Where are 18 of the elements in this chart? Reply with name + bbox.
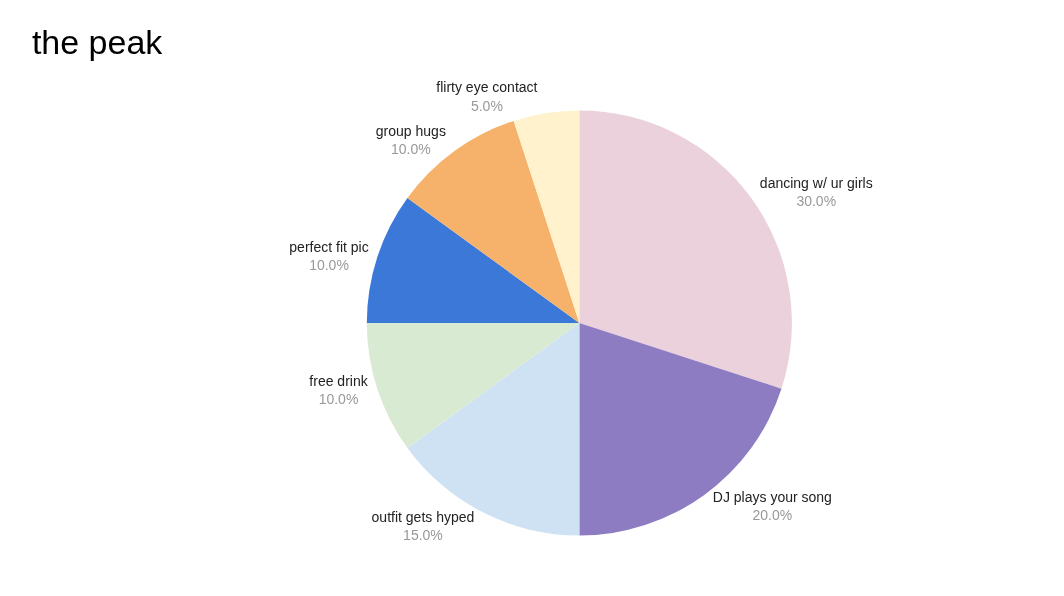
slice-label: free drink (309, 373, 369, 390)
slice-label: dancing w/ ur girls (759, 175, 873, 192)
slice-label: outfit gets hyped (371, 508, 475, 525)
data-label: 10.0% (309, 256, 349, 273)
data-label: 30.0% (796, 193, 837, 210)
data-label: 10.0% (391, 140, 431, 157)
chart-title: the peak (31, 22, 164, 61)
slice-label: flirty eye contact (436, 79, 538, 96)
pie-slice (366, 323, 580, 448)
pie-slice (366, 198, 580, 323)
data-label: 15.0% (403, 527, 443, 544)
pie-slice (513, 110, 580, 323)
slice-label: DJ plays your song (712, 489, 832, 506)
data-label: 5.0% (470, 97, 503, 114)
data-label: 20.0% (752, 507, 793, 524)
slice-label: perfect fit pic (289, 238, 369, 255)
slice-label: group hugs (375, 122, 446, 139)
data-label: 10.0% (318, 391, 359, 408)
